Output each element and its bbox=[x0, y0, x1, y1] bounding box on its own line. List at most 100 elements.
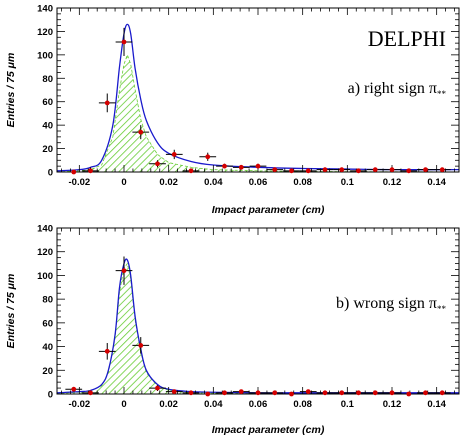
panel-label: b) wrong sign π** bbox=[336, 295, 446, 314]
y-tick-label: 120 bbox=[37, 247, 53, 258]
x-tick-label: 0.04 bbox=[204, 399, 223, 410]
data-point bbox=[266, 167, 284, 173]
y-tick-label: 0 bbox=[48, 168, 53, 179]
data-marker bbox=[138, 342, 144, 348]
data-point bbox=[383, 390, 401, 396]
x-tick-label: 0.04 bbox=[204, 177, 223, 188]
data-marker bbox=[155, 161, 160, 167]
x-tick-label: 0.12 bbox=[383, 399, 402, 410]
data-point bbox=[65, 169, 83, 175]
data-point bbox=[115, 27, 133, 57]
experiment-label: DELPHI bbox=[368, 26, 446, 51]
data-point bbox=[400, 391, 418, 397]
data-marker bbox=[272, 167, 278, 173]
data-point bbox=[82, 390, 99, 396]
data-point bbox=[216, 163, 233, 169]
data-marker bbox=[71, 169, 77, 175]
panel-label-text: b) wrong sign π bbox=[336, 295, 437, 312]
y-tick-label: 80 bbox=[42, 74, 53, 85]
y-tick-label: 0 bbox=[48, 390, 53, 401]
x-tick-label: 0.08 bbox=[293, 399, 312, 410]
x-tick-label: -0.02 bbox=[69, 177, 91, 188]
data-point bbox=[199, 391, 217, 397]
x-tick-label: 0.06 bbox=[249, 177, 268, 188]
data-marker bbox=[138, 129, 144, 135]
data-marker bbox=[104, 100, 110, 106]
panel-label: a) right sign π** bbox=[348, 80, 447, 99]
data-marker bbox=[171, 152, 177, 157]
data-marker bbox=[305, 168, 311, 174]
panel-label-subscript: ** bbox=[437, 304, 447, 314]
data-point bbox=[433, 167, 451, 173]
data-point bbox=[299, 389, 317, 395]
y-tick-label: 140 bbox=[37, 4, 53, 15]
data-marker bbox=[389, 167, 395, 173]
data-point bbox=[132, 337, 150, 354]
data-point bbox=[132, 125, 150, 140]
data-marker bbox=[372, 167, 378, 173]
data-point bbox=[149, 385, 166, 392]
data-point bbox=[366, 390, 384, 396]
x-tick-label: 0.02 bbox=[159, 399, 178, 410]
data-marker bbox=[205, 154, 211, 160]
y-tick-label: 20 bbox=[42, 366, 53, 377]
x-axis-title: Impact parameter (cm) bbox=[212, 424, 325, 436]
y-tick-label: 80 bbox=[42, 295, 53, 306]
x-axis-title: Impact parameter (cm) bbox=[212, 204, 325, 216]
data-point bbox=[350, 168, 367, 174]
data-point bbox=[316, 390, 334, 396]
y-tick-label: 20 bbox=[42, 144, 53, 155]
data-marker bbox=[322, 167, 328, 173]
data-marker bbox=[255, 390, 261, 396]
data-marker bbox=[356, 390, 361, 396]
data-point bbox=[299, 168, 317, 174]
data-marker bbox=[289, 391, 294, 397]
data-point bbox=[417, 390, 434, 396]
data-point bbox=[165, 149, 183, 160]
data-marker bbox=[88, 390, 93, 396]
data-marker bbox=[121, 39, 127, 45]
data-point bbox=[316, 167, 334, 173]
fit-curve bbox=[57, 23, 459, 172]
data-point bbox=[383, 167, 401, 173]
data-marker bbox=[255, 163, 261, 169]
data-point bbox=[98, 93, 116, 113]
data-marker bbox=[238, 389, 244, 395]
data-point bbox=[333, 167, 351, 173]
data-point bbox=[232, 389, 250, 395]
x-tick-label: 0.08 bbox=[293, 177, 312, 188]
y-tick-label: 40 bbox=[42, 121, 53, 132]
data-marker bbox=[272, 390, 278, 396]
y-tick-label: 100 bbox=[37, 50, 53, 61]
x-tick-label: 0.1 bbox=[341, 399, 355, 410]
data-marker bbox=[238, 164, 244, 170]
data-point bbox=[249, 390, 267, 396]
data-marker bbox=[439, 390, 445, 396]
signal-component-area bbox=[57, 53, 459, 172]
data-point bbox=[433, 390, 451, 396]
data-marker bbox=[88, 168, 93, 174]
x-tick-label: 0 bbox=[121, 177, 126, 188]
data-point bbox=[366, 167, 384, 173]
data-point bbox=[199, 152, 217, 161]
data-marker bbox=[322, 390, 328, 396]
panel-label-text: a) right sign π bbox=[348, 80, 437, 97]
data-marker bbox=[406, 168, 412, 174]
data-marker bbox=[423, 390, 428, 396]
panel-label-subscript: ** bbox=[437, 89, 447, 99]
data-marker bbox=[205, 391, 211, 397]
data-point bbox=[82, 167, 99, 174]
data-marker bbox=[188, 168, 194, 174]
data-marker bbox=[305, 389, 311, 395]
data-point bbox=[98, 343, 116, 360]
data-point bbox=[417, 167, 434, 173]
data-point bbox=[283, 168, 300, 174]
x-tick-label: 0 bbox=[121, 399, 126, 410]
y-tick-label: 140 bbox=[37, 224, 53, 235]
data-point bbox=[350, 390, 367, 396]
panel-a-right-sign: -0.02 0 0.02 0.04 0.06 0.08 0.1 0.12 0.14 0 20 40 60… bbox=[5, 4, 460, 216]
data-point bbox=[216, 390, 233, 396]
data-point bbox=[283, 391, 300, 397]
data-marker bbox=[222, 390, 227, 396]
data-marker bbox=[389, 390, 395, 396]
